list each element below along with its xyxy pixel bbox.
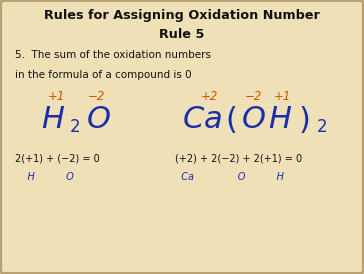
Text: Rule 5: Rule 5: [159, 28, 205, 41]
Text: $\mathit{2}$: $\mathit{2}$: [69, 118, 80, 136]
Text: H          O: H O: [15, 172, 73, 182]
Text: $\mathit{H}$: $\mathit{H}$: [268, 105, 292, 134]
Text: +1: +1: [48, 90, 65, 103]
Text: $\mathit{Ca}$: $\mathit{Ca}$: [182, 105, 222, 134]
Text: $\mathit{(}$: $\mathit{(}$: [225, 104, 237, 135]
Text: $\mathit{H}$: $\mathit{H}$: [41, 105, 65, 134]
Text: Ca              O          H: Ca O H: [175, 172, 284, 182]
Text: −2: −2: [244, 90, 262, 103]
Text: +2: +2: [201, 90, 218, 103]
Text: $\mathit{2}$: $\mathit{2}$: [316, 118, 327, 136]
Text: +1: +1: [273, 90, 291, 103]
Text: $\mathit{O}$: $\mathit{O}$: [241, 105, 265, 134]
Text: in the formula of a compound is 0: in the formula of a compound is 0: [15, 70, 191, 80]
Text: (+2) + 2(−2) + 2(+1) = 0: (+2) + 2(−2) + 2(+1) = 0: [175, 154, 302, 164]
Text: Rules for Assigning Oxidation Number: Rules for Assigning Oxidation Number: [44, 8, 320, 22]
Text: −2: −2: [88, 90, 105, 103]
Text: $\mathit{O}$: $\mathit{O}$: [86, 105, 111, 134]
Text: 2(+1) + (−2) = 0: 2(+1) + (−2) = 0: [15, 154, 99, 164]
Text: 5.  The sum of the oxidation numbers: 5. The sum of the oxidation numbers: [15, 50, 210, 60]
Text: $\mathit{)}$: $\mathit{)}$: [298, 104, 309, 135]
